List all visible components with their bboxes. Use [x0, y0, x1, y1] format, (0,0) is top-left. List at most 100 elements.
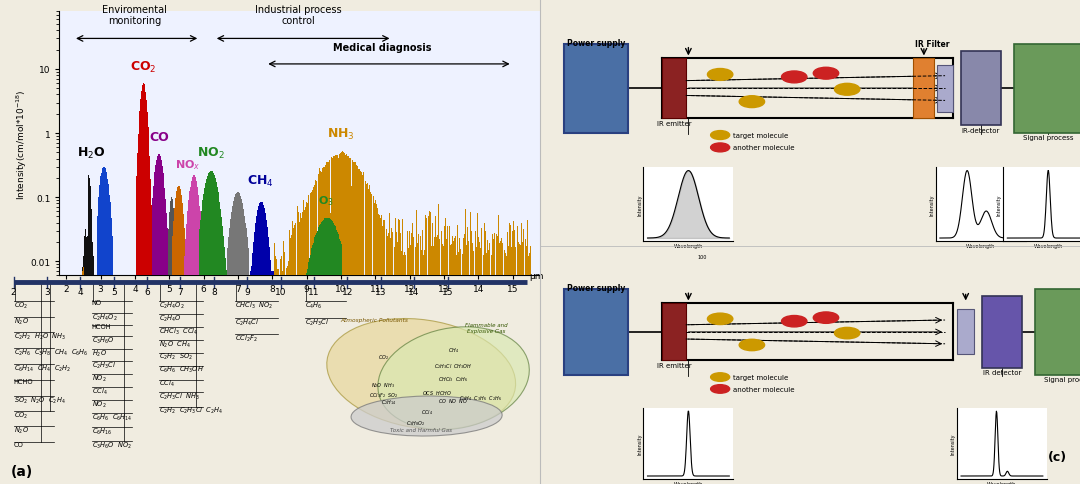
Text: H$_2$O: H$_2$O — [77, 146, 105, 161]
Text: (b): (b) — [1047, 212, 1067, 225]
Circle shape — [707, 314, 733, 325]
Circle shape — [711, 373, 730, 381]
Text: 7: 7 — [177, 287, 184, 297]
Text: 11: 11 — [308, 287, 320, 297]
FancyBboxPatch shape — [914, 59, 934, 119]
Text: 2: 2 — [11, 287, 16, 297]
Text: 8: 8 — [211, 287, 217, 297]
Text: $C_3H_8O_2$: $C_3H_8O_2$ — [406, 418, 426, 427]
Circle shape — [782, 316, 807, 327]
Text: 14: 14 — [408, 287, 420, 297]
Text: $CHCl_3$  $CCl_4$: $CHCl_3$ $CCl_4$ — [160, 326, 199, 336]
Text: $C_6H_{14}$  $CH_4$  $C_2H_2$: $C_6H_{14}$ $CH_4$ $C_2H_2$ — [13, 363, 71, 374]
Circle shape — [711, 131, 730, 140]
Circle shape — [782, 72, 807, 84]
Circle shape — [835, 84, 860, 96]
Text: $C_2H_4$  $C_3H_6$  $C_2H_6$: $C_2H_4$ $C_3H_6$ $C_2H_6$ — [459, 393, 502, 402]
FancyBboxPatch shape — [564, 289, 627, 375]
Text: $C_2H_3Cl$: $C_2H_3Cl$ — [305, 317, 329, 327]
Text: IR-detector: IR-detector — [961, 128, 1000, 134]
Circle shape — [813, 312, 839, 324]
Text: $CH_4$: $CH_4$ — [448, 345, 459, 354]
Text: CH$_4$: CH$_4$ — [247, 173, 273, 188]
Circle shape — [711, 144, 730, 152]
Text: 4: 4 — [78, 287, 83, 297]
Text: $CCl_2F_2$: $CCl_2F_2$ — [235, 333, 257, 344]
Text: IR detector: IR detector — [983, 369, 1021, 376]
Text: 15: 15 — [442, 287, 454, 297]
FancyBboxPatch shape — [937, 65, 953, 112]
Text: $C_2H_3Cl$  $CH_3OH$: $C_2H_3Cl$ $CH_3OH$ — [434, 361, 473, 370]
Text: Signal process: Signal process — [1044, 377, 1080, 382]
Text: $CCl_3F_2$  $SO_2$: $CCl_3F_2$ $SO_2$ — [368, 390, 399, 399]
Circle shape — [707, 69, 733, 81]
Text: another molecule: another molecule — [733, 145, 795, 151]
Text: $SO_2$  $N_2O$  $C_2H_4$: $SO_2$ $N_2O$ $C_2H_4$ — [13, 394, 65, 405]
Text: $CHCl_3$  $NO_2$: $CHCl_3$ $NO_2$ — [235, 300, 273, 310]
Text: target molecule: target molecule — [733, 133, 788, 139]
Text: $C_2H_{14}$: $C_2H_{14}$ — [381, 398, 396, 407]
Text: 6: 6 — [144, 287, 150, 297]
Text: $C_2H_4O_2$: $C_2H_4O_2$ — [92, 312, 118, 322]
Ellipse shape — [378, 327, 529, 430]
Text: NO: NO — [92, 300, 102, 306]
Text: CO: CO — [150, 131, 170, 144]
Text: $OCS$  $HCHO$: $OCS$ $HCHO$ — [422, 389, 453, 396]
Text: target molecule: target molecule — [733, 374, 788, 380]
Text: NO$_2$: NO$_2$ — [197, 146, 225, 161]
Circle shape — [739, 340, 765, 351]
Text: $NO_2$: $NO_2$ — [92, 373, 107, 383]
Ellipse shape — [351, 396, 502, 436]
Text: Industrial process
control: Industrial process control — [255, 5, 341, 26]
Text: $NO_2$: $NO_2$ — [92, 399, 107, 409]
Text: $N_2O$: $N_2O$ — [13, 316, 28, 326]
Text: $C_2H_3Cl$  $NH_3$: $C_2H_3Cl$ $NH_3$ — [160, 392, 201, 402]
Text: Atmospheric Pollutants: Atmospheric Pollutants — [340, 318, 408, 322]
Ellipse shape — [327, 319, 515, 429]
Circle shape — [739, 96, 765, 108]
Text: $C_2H_6$  $C_3H_8$  $CH_4$  $C_6H_6$: $C_2H_6$ $C_3H_8$ $CH_4$ $C_6H_6$ — [13, 347, 89, 357]
Text: $C_6H_6$  $C_6H_{14}$: $C_6H_6$ $C_6H_{14}$ — [92, 412, 133, 422]
Text: $CO_2$: $CO_2$ — [13, 300, 28, 310]
Text: 5: 5 — [111, 287, 117, 297]
Text: Enviromental
monitoring: Enviromental monitoring — [103, 5, 167, 26]
Circle shape — [835, 328, 860, 339]
Text: Medical diagnosis: Medical diagnosis — [333, 43, 431, 53]
Text: IR Filter: IR Filter — [915, 40, 949, 49]
Circle shape — [813, 68, 839, 80]
Text: 12: 12 — [341, 287, 353, 297]
Text: $CO_2$: $CO_2$ — [13, 409, 28, 420]
Text: 10: 10 — [274, 287, 286, 297]
Text: Power supply: Power supply — [567, 284, 625, 293]
FancyBboxPatch shape — [982, 297, 1022, 368]
Text: $C_2H_4Cl$: $C_2H_4Cl$ — [235, 317, 259, 327]
Text: Flammable and
Explosive Gas: Flammable and Explosive Gas — [464, 322, 508, 333]
Text: Power supply: Power supply — [567, 39, 625, 47]
FancyBboxPatch shape — [961, 52, 1000, 126]
Text: $C_2H_3Cl$: $C_2H_3Cl$ — [92, 360, 117, 370]
Y-axis label: Intensity(cm/mol*10$^{-18}$): Intensity(cm/mol*10$^{-18}$) — [14, 89, 29, 199]
Text: HCOH: HCOH — [92, 323, 111, 330]
Text: 9: 9 — [244, 287, 251, 297]
Text: $C_6H_{16}$: $C_6H_{16}$ — [92, 426, 112, 436]
Text: $C_3H_6O$: $C_3H_6O$ — [92, 335, 114, 346]
Text: $C_6H_6$  $CH_3OH$: $C_6H_6$ $CH_3OH$ — [160, 364, 204, 375]
Text: $N_2O$  $NH_3$: $N_2O$ $NH_3$ — [372, 380, 395, 389]
Text: Signal process: Signal process — [1023, 135, 1074, 141]
Text: IR emitter: IR emitter — [657, 363, 691, 368]
Text: Toxic and Harmful Gas: Toxic and Harmful Gas — [390, 427, 453, 432]
FancyBboxPatch shape — [564, 45, 627, 133]
Text: CO$_2$: CO$_2$ — [131, 60, 157, 75]
Text: $C_3H_6O$  $NO_2$: $C_3H_6O$ $NO_2$ — [92, 440, 132, 450]
Text: $CHCl_3$  $C_2H_6$: $CHCl_3$ $C_2H_6$ — [438, 374, 469, 383]
Text: 3: 3 — [44, 287, 50, 297]
Text: $C_2H_2$  $H_2O$  $NH_3$: $C_2H_2$ $H_2O$ $NH_3$ — [13, 331, 66, 341]
Text: O$_3$: O$_3$ — [318, 194, 334, 208]
Text: another molecule: another molecule — [733, 386, 795, 392]
Text: $C_2H_4O_2$: $C_2H_4O_2$ — [160, 300, 185, 310]
Text: $C_4H_6$: $C_4H_6$ — [305, 300, 323, 310]
Text: 13: 13 — [375, 287, 387, 297]
Text: (a): (a) — [11, 465, 33, 478]
Text: $C_2H_4O$: $C_2H_4O$ — [160, 313, 183, 323]
Text: $C_2H_2$  $C_2H_3Cl$  $C_2H_4$: $C_2H_2$ $C_2H_3Cl$ $C_2H_4$ — [160, 406, 224, 416]
